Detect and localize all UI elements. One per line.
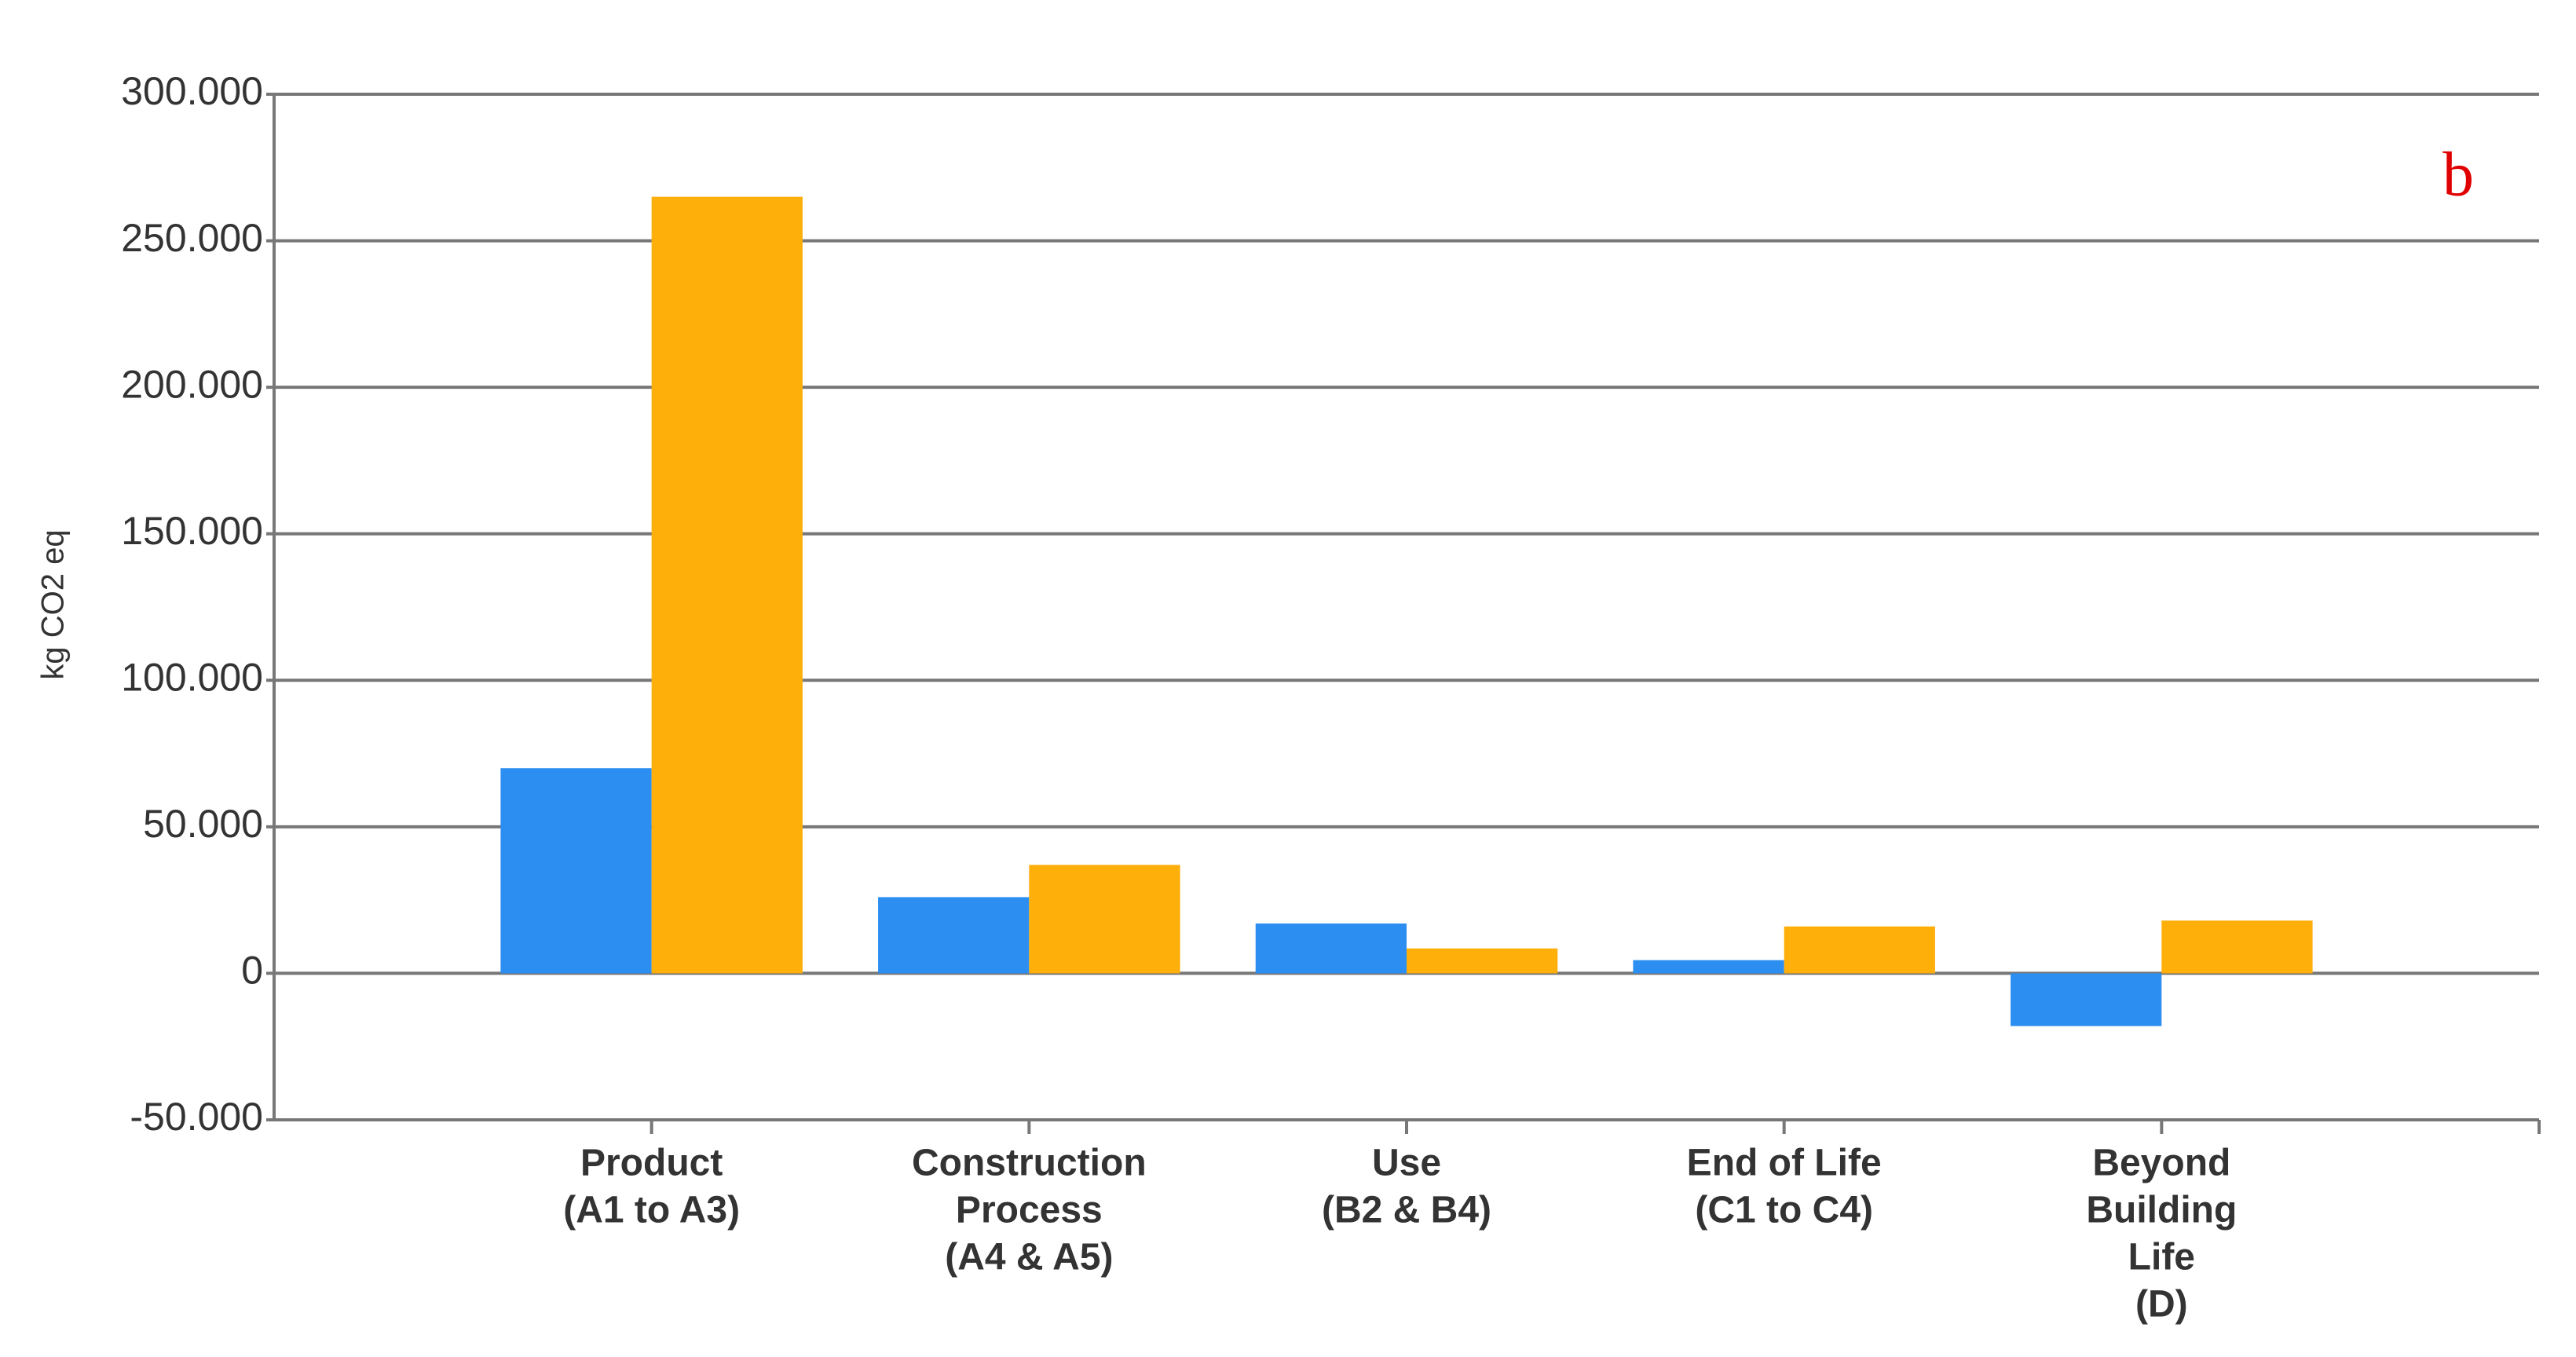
y-tick-label: 250.000 <box>121 216 263 260</box>
bar <box>1784 926 1935 974</box>
y-axis-label: kg CO2 eq <box>36 529 71 679</box>
x-tick-label: (A1 to A3) <box>563 1190 740 1231</box>
x-tick-label: (A4 & A5) <box>945 1237 1113 1278</box>
y-tick-label: 100.000 <box>121 655 263 699</box>
x-tick-label: Process <box>956 1190 1103 1231</box>
annotation: b <box>2442 140 2474 209</box>
x-tick-label: Life <box>2128 1237 2195 1278</box>
x-tick-label: (D) <box>2135 1284 2188 1326</box>
bar <box>1407 948 1558 974</box>
bar <box>878 897 1030 974</box>
bar <box>651 196 803 974</box>
x-tick-label: Product <box>580 1143 723 1184</box>
x-tick-label: End of Life <box>1687 1143 1882 1184</box>
bar <box>1633 960 1784 974</box>
x-tick-label: Construction <box>912 1143 1147 1184</box>
bar <box>2011 973 2162 1026</box>
bar <box>1029 865 1180 974</box>
y-tick-label: 150.000 <box>121 509 263 553</box>
y-tick-label: -50.000 <box>130 1095 263 1139</box>
y-tick-label: 0 <box>241 949 263 993</box>
bar <box>2161 920 2313 974</box>
y-tick-label: 200.000 <box>121 362 263 406</box>
x-tick-label: Building <box>2086 1190 2237 1231</box>
x-tick-label: Beyond <box>2092 1143 2230 1184</box>
bar <box>1255 923 1407 974</box>
y-tick-label: 300.000 <box>121 69 263 113</box>
x-tick-label: (C1 to C4) <box>1695 1190 1873 1231</box>
y-tick-label: 50.000 <box>143 802 263 846</box>
x-tick-label: Use <box>1372 1143 1441 1184</box>
x-tick-label: (B2 & B4) <box>1322 1190 1491 1231</box>
bar <box>500 768 652 974</box>
